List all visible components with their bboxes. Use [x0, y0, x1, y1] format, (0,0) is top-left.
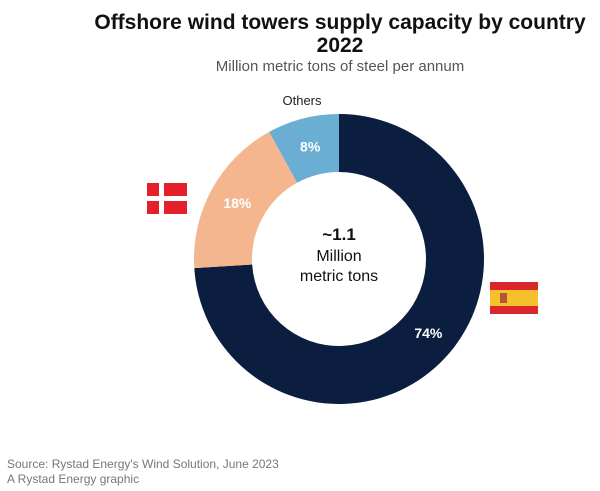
- center-unit-2: metric tons: [300, 268, 378, 285]
- slice-others: [269, 114, 339, 183]
- denmark-flag-icon: [147, 183, 187, 214]
- center-value: ~1.1: [322, 225, 356, 244]
- source-note: Source: Rystad Energy's Wind Solution, J…: [7, 457, 279, 471]
- chart-title: Offshore wind towers supply capacity by …: [94, 11, 586, 34]
- credit-note: A Rystad Energy graphic: [7, 472, 140, 486]
- center-unit-1: Million: [316, 248, 361, 265]
- slice-spain: [194, 114, 484, 404]
- chart-title-year: 2022: [316, 34, 364, 57]
- slice-label-spain: 74%: [414, 325, 443, 341]
- spain-flag-icon: [490, 282, 538, 314]
- slice-denmark: [193, 131, 298, 269]
- others-label: Others: [282, 93, 322, 108]
- slice-label-others: 8%: [300, 139, 321, 155]
- chart-subtitle: Million metric tons of steel per annum: [215, 58, 465, 75]
- slice-label-denmark: 18%: [223, 195, 252, 211]
